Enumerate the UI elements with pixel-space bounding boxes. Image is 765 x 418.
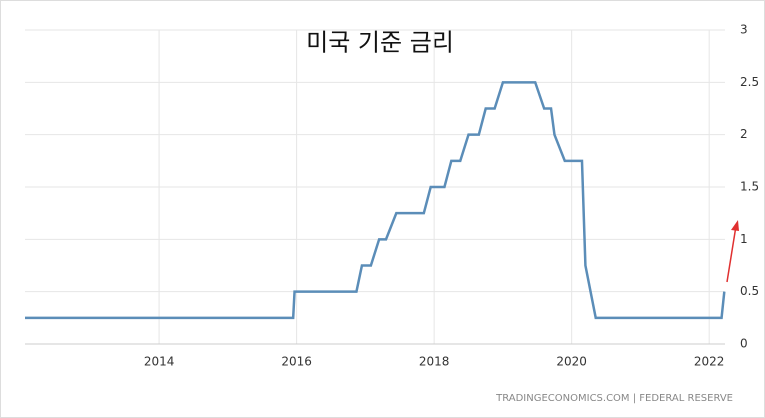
y-tick-label: 2.5 xyxy=(740,75,759,89)
annotation-arrow xyxy=(726,225,737,283)
y-tick-label: 3 xyxy=(740,23,748,37)
y-tick-label: 1.5 xyxy=(740,180,759,194)
chart-title: 미국 기준 금리 xyxy=(306,29,454,57)
x-tick-label: 2016 xyxy=(281,355,312,369)
y-tick-label: 0 xyxy=(740,337,748,351)
x-tick-label: 2018 xyxy=(419,355,450,369)
x-tick-label: 2022 xyxy=(694,355,725,369)
x-tick-label: 2014 xyxy=(144,355,175,369)
y-tick-label: 2 xyxy=(740,127,748,141)
x-tick-label: 2020 xyxy=(556,355,587,369)
y-tick-label: 0.5 xyxy=(740,284,759,298)
source: TRADINGECONOMICS.COM | FEDERAL RESERVE xyxy=(495,393,733,404)
y-tick-label: 1 xyxy=(740,232,748,246)
data-line xyxy=(25,81,726,320)
arrow-head xyxy=(731,220,739,231)
